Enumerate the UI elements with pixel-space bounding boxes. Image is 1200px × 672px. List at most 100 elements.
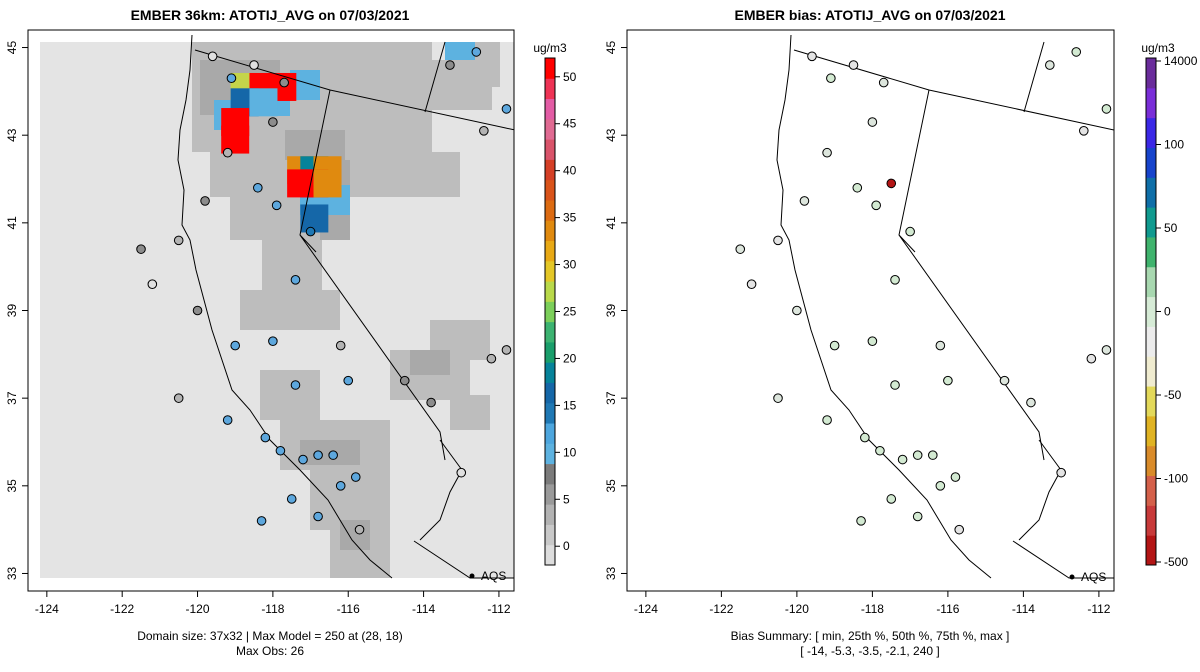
left-x-tick-label: -116 [337,602,360,616]
left-chart-title: EMBER 36km: ATOTIJ_AVG on 07/03/2021 [131,7,410,23]
left-coastline [177,34,463,579]
bias-point [1045,60,1055,70]
left-colorbar-label: 50 [563,70,577,84]
observation-points [136,47,512,535]
right-colorbar-swatch [1146,87,1156,119]
left-aqs-marker: AQS [469,569,506,583]
observation-point [136,244,146,254]
observation-point [173,393,184,403]
bias-point [860,432,870,443]
observation-point [200,196,210,206]
left-x-tick-label: -124 [35,602,59,616]
right-colorbar-swatch [1146,415,1156,447]
left-colorbar-swatch [545,98,555,120]
bias-point [890,380,900,390]
bias-point [773,393,783,403]
bias-point [905,226,915,237]
right-y-tick-label: 37 [604,391,618,405]
left-colorbar-label: 30 [563,258,577,272]
left-colorbar-swatch [545,281,555,302]
left-colorbar-swatch [545,402,555,424]
bias-point [878,77,889,88]
bias-point [871,200,881,211]
model-hot-cell [300,204,329,233]
observation-point [275,445,286,456]
right-colorbar-swatch [1146,505,1156,536]
observation-point [286,494,297,504]
observation-point [268,336,278,346]
observation-point [456,467,467,478]
left-colorbar-swatch [545,260,555,282]
right-colorbar-swatch [1146,266,1156,298]
left-colorbar-label: 15 [563,398,577,412]
observation-point [328,450,338,460]
right-x-tick-label: -112 [1087,602,1110,616]
left-colorbar-swatch [545,240,555,262]
bias-point [807,51,817,62]
model-hot-cells [221,72,342,233]
model-hot-cell [313,169,342,198]
left-y-tick-label: 43 [5,128,19,142]
right-y-tick-label: 43 [604,128,618,142]
bias-point [746,279,757,290]
observation-point [279,77,289,88]
left-x-tick-label: -114 [412,602,435,616]
left-colorbar-swatch [545,139,555,160]
observation-point [290,380,301,390]
right-colorbar-unit: ug/m3 [1141,41,1175,55]
right-colorbar-swatch [1146,326,1156,357]
left-colorbar-swatch [545,443,555,465]
bias-point [999,375,1010,386]
bias-point [1101,104,1112,114]
right-bias-plot: AQS [627,30,1114,591]
bias-point [897,454,908,465]
bias-point [1056,467,1066,478]
bias-point [886,494,897,504]
bias-point [935,340,946,351]
left-colorbar-swatch [545,118,555,140]
right-aqs-marker: AQS [1069,570,1106,584]
observation-point [350,472,361,482]
observation-point [253,182,263,193]
left-colorbar-label: 40 [563,164,577,178]
right-chart-title: EMBER bias: ATOTIJ_AVG on 07/03/2021 [734,7,1005,23]
bias-point [912,511,923,522]
left-colorbar-label: 5 [563,492,570,506]
right-y-tick-label: 39 [604,304,618,318]
left-colorbar-swatch [545,301,555,323]
observation-point [354,524,365,535]
right-colorbar: 14000 100 50 0 -50 -100 -500 [1145,54,1198,569]
bias-point [852,182,863,193]
right-colorbar-swatch [1146,117,1156,148]
observation-point [256,516,267,526]
left-x-tick-label: -122 [110,602,134,616]
right-colorbar-swatch [1146,296,1156,327]
right-colorbar-label: -50 [1164,388,1182,402]
right-y-tick-label: 45 [604,41,618,55]
bias-point [848,60,859,70]
bias-point [875,445,885,456]
right-colorbar-swatch [1146,356,1156,387]
observation-point [313,450,323,460]
observation-point [305,226,316,237]
left-colorbar-label: 10 [563,445,577,459]
bias-point [943,375,953,386]
left-colorbar-swatch [545,341,555,363]
right-colorbar-label: 100 [1164,138,1184,152]
observation-point [222,415,233,425]
bias-point [1026,397,1036,408]
right-colorbar-label: 0 [1164,305,1171,319]
left-y-tick-label: 35 [5,479,19,493]
right-x-tick-label: -118 [861,602,884,616]
left-colorbar-swatch [545,220,555,242]
right-colorbar-swatch [1146,236,1156,268]
left-y-tick-label: 45 [5,41,19,55]
left-x-tick-label: -120 [186,602,210,616]
right-aqs-label: AQS [1081,570,1106,584]
bias-summary-heading: Bias Summary: [ min, 25th %, 50th %, 75t… [731,629,1010,643]
bias-point [867,336,878,346]
left-colorbar-swatch [545,483,555,505]
right-colorbar-swatch [1146,475,1156,506]
right-colorbar-swatch [1146,535,1156,566]
